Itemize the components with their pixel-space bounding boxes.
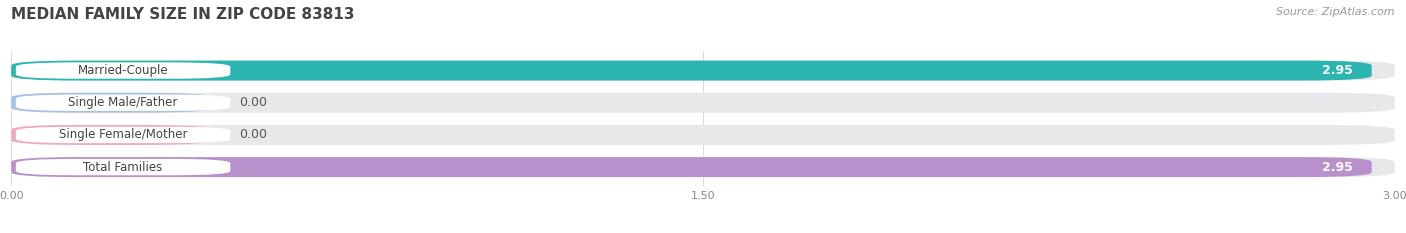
FancyBboxPatch shape [11, 157, 1395, 177]
Text: 2.95: 2.95 [1323, 64, 1353, 77]
FancyBboxPatch shape [15, 127, 231, 143]
FancyBboxPatch shape [11, 125, 212, 145]
Text: Married-Couple: Married-Couple [77, 64, 169, 77]
FancyBboxPatch shape [11, 157, 1372, 177]
Text: Single Female/Mother: Single Female/Mother [59, 128, 187, 141]
Text: MEDIAN FAMILY SIZE IN ZIP CODE 83813: MEDIAN FAMILY SIZE IN ZIP CODE 83813 [11, 7, 354, 22]
FancyBboxPatch shape [15, 159, 231, 175]
FancyBboxPatch shape [11, 61, 1395, 81]
FancyBboxPatch shape [15, 62, 231, 79]
FancyBboxPatch shape [11, 93, 212, 113]
Text: 2.95: 2.95 [1323, 161, 1353, 174]
FancyBboxPatch shape [11, 93, 1395, 113]
Text: Single Male/Father: Single Male/Father [69, 96, 177, 109]
FancyBboxPatch shape [15, 95, 231, 111]
Text: Source: ZipAtlas.com: Source: ZipAtlas.com [1277, 7, 1395, 17]
FancyBboxPatch shape [11, 61, 1372, 81]
Text: 0.00: 0.00 [239, 96, 267, 109]
Text: Total Families: Total Families [83, 161, 163, 174]
FancyBboxPatch shape [11, 125, 1395, 145]
Text: 0.00: 0.00 [239, 128, 267, 141]
